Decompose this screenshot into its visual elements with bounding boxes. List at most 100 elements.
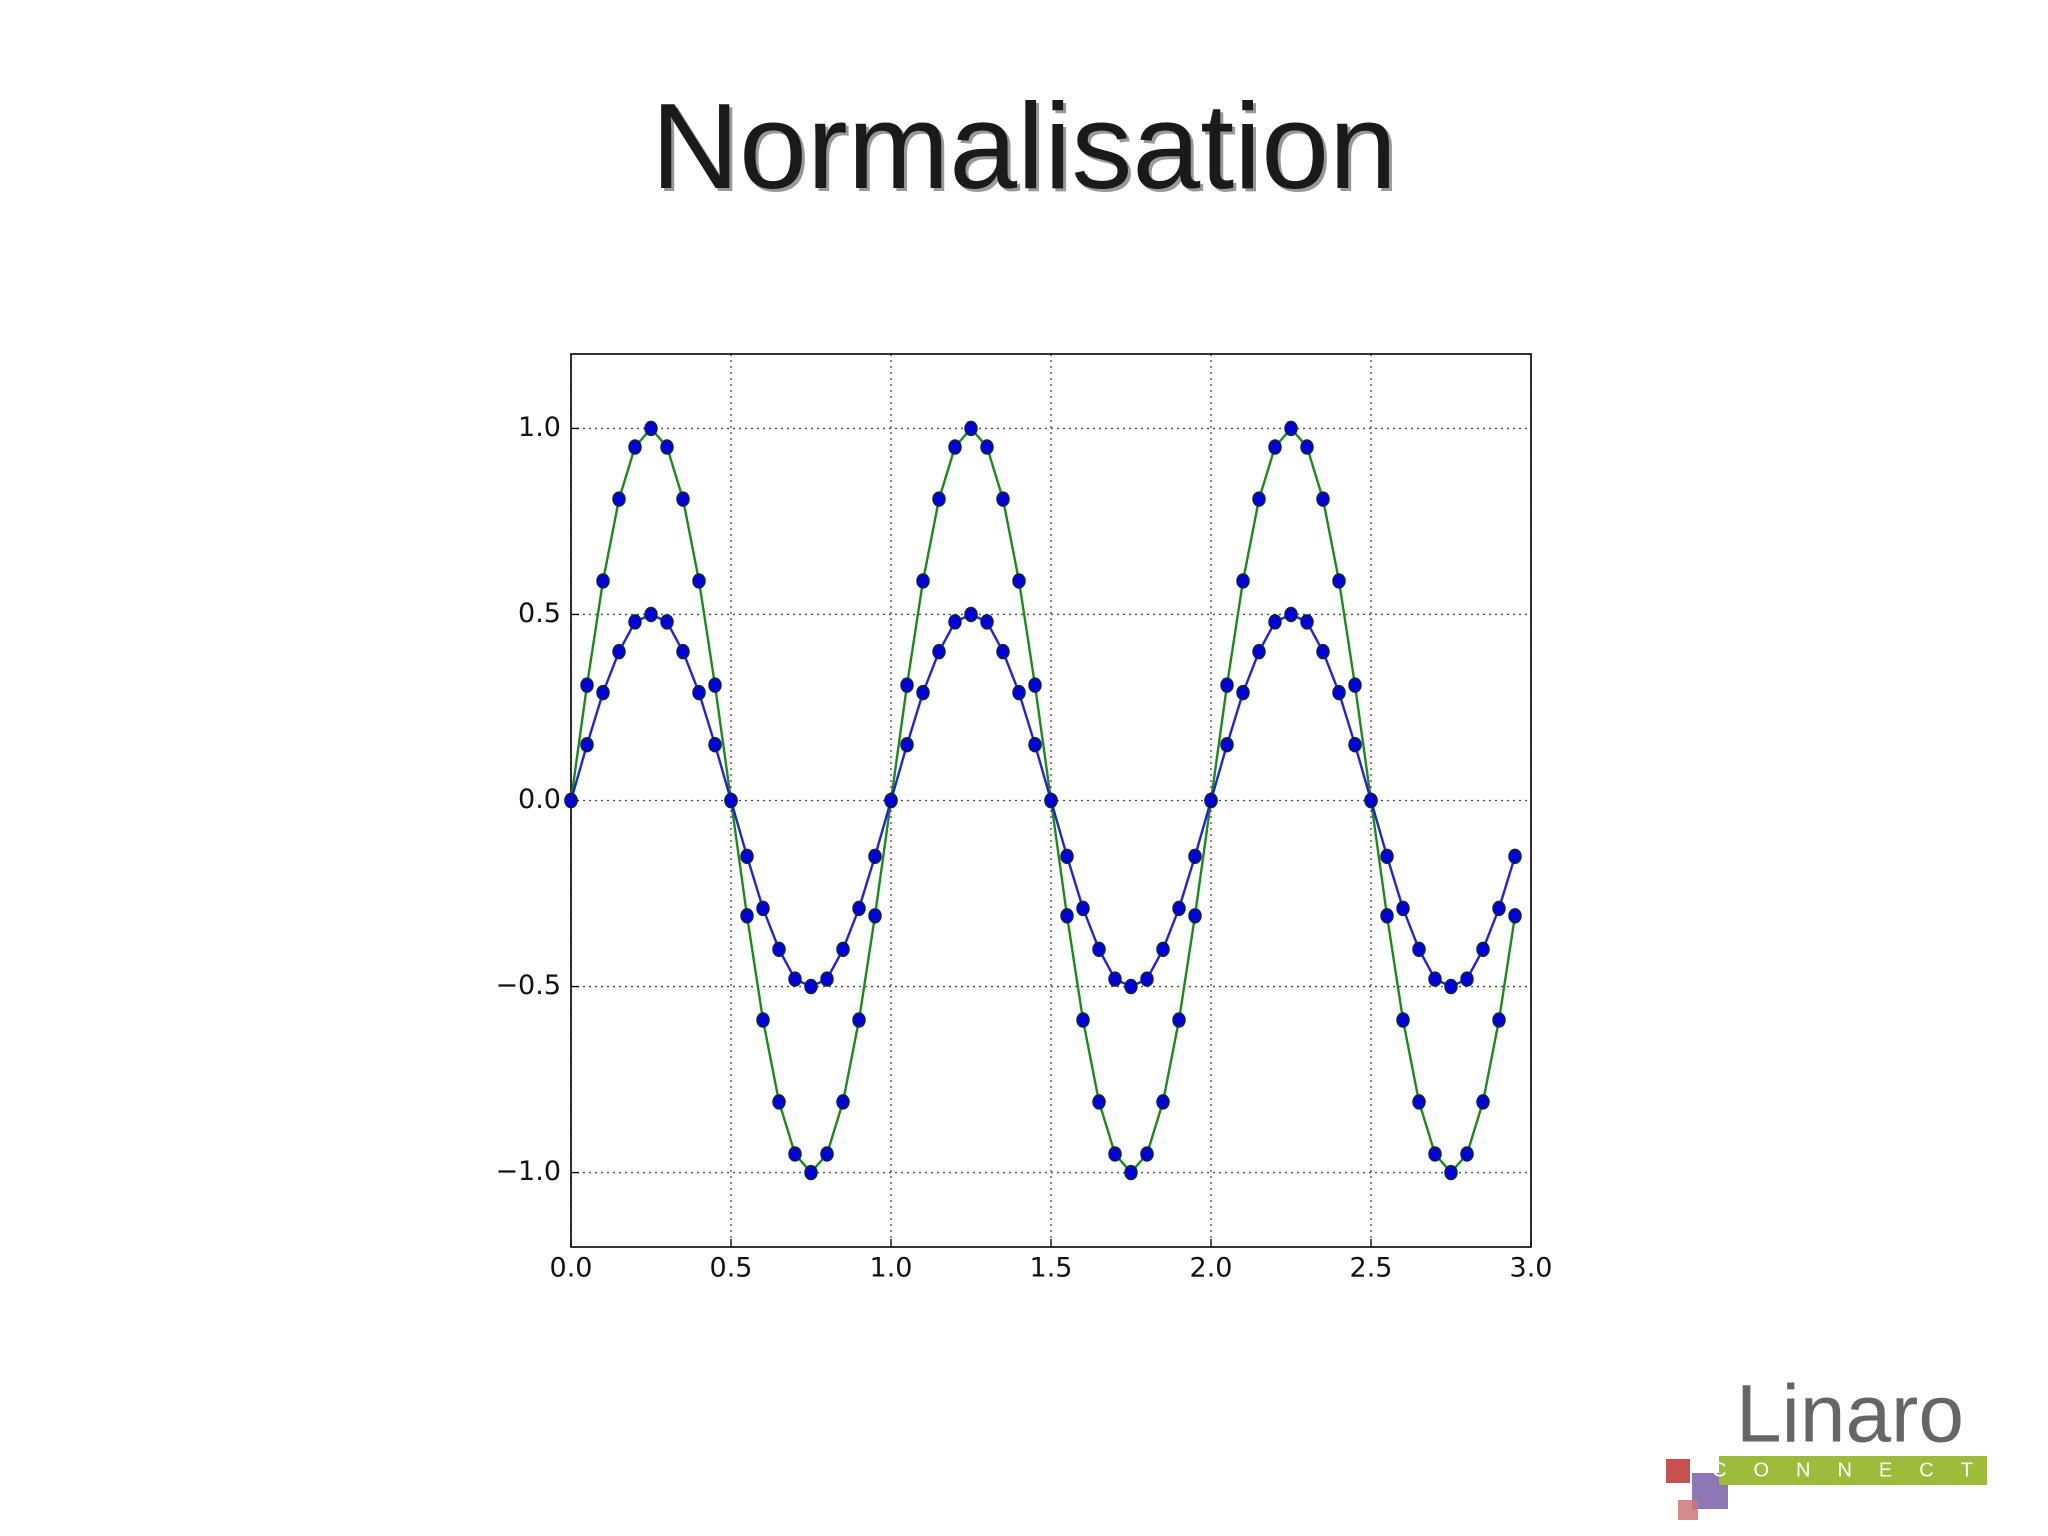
data-point — [1508, 848, 1522, 865]
chart-title: Normalisation — [651, 78, 1397, 214]
data-point — [1060, 908, 1074, 924]
y-tick-label: 0.5 — [518, 598, 561, 629]
data-point — [772, 1094, 786, 1110]
data-point — [1348, 677, 1362, 693]
data-point — [708, 736, 722, 753]
data-point — [964, 606, 978, 623]
data-point — [660, 614, 674, 630]
data-point — [1476, 941, 1490, 958]
data-point — [708, 677, 722, 693]
data-point — [612, 643, 626, 660]
data-point — [1492, 900, 1506, 917]
data-point — [1316, 643, 1330, 660]
data-point — [932, 491, 946, 507]
data-point — [1124, 1164, 1138, 1181]
data-point — [628, 439, 642, 455]
data-point — [1444, 978, 1458, 995]
plot: 0.0 0.5 1.0 1.5 2.0 2.5 3.0 −1.0 −0.5 0.0 0.5 1.0 — [495, 353, 1553, 1284]
data-point — [1252, 643, 1266, 660]
data-point — [964, 420, 978, 437]
data-point — [1396, 900, 1410, 917]
data-point — [1300, 614, 1314, 630]
data-point — [1220, 736, 1234, 753]
x-tick-label: 2.0 — [1190, 1253, 1233, 1284]
data-point — [980, 439, 994, 455]
data-point — [1284, 606, 1298, 623]
data-point — [868, 908, 882, 924]
data-point — [916, 684, 930, 701]
data-point — [724, 792, 738, 809]
data-point — [1108, 1146, 1122, 1162]
data-point — [1460, 971, 1474, 987]
data-point — [852, 900, 866, 917]
data-point — [788, 1146, 802, 1162]
data-point — [1428, 971, 1442, 987]
data-point — [1364, 792, 1378, 809]
data-point — [1284, 420, 1298, 437]
data-point — [1204, 792, 1218, 809]
data-point — [900, 736, 914, 753]
data-point — [1028, 677, 1042, 693]
data-point — [564, 792, 578, 809]
data-point — [900, 677, 914, 693]
y-tick-label: 1.0 — [518, 412, 561, 443]
x-tick-label: 0.0 — [550, 1253, 593, 1284]
data-point — [884, 792, 898, 809]
x-tick-label: 3.0 — [1510, 1253, 1553, 1284]
data-point — [1316, 491, 1330, 507]
data-point — [756, 1012, 770, 1028]
data-point — [804, 978, 818, 995]
data-point — [1492, 1012, 1506, 1028]
data-point — [788, 971, 802, 987]
data-point — [820, 971, 834, 987]
y-tick-label: −0.5 — [495, 970, 561, 1001]
data-point — [948, 614, 962, 630]
data-point — [644, 420, 658, 437]
data-point — [804, 1164, 818, 1181]
data-point — [1460, 1146, 1474, 1162]
logo-name: Linaro — [1736, 1369, 1964, 1460]
data-point — [820, 1146, 834, 1162]
data-point — [756, 900, 770, 917]
data-point — [740, 848, 754, 865]
data-point — [740, 908, 754, 924]
x-tick-label: 0.5 — [710, 1253, 753, 1284]
data-point — [852, 1012, 866, 1028]
logo-square — [1666, 1459, 1690, 1483]
data-point — [932, 643, 946, 660]
x-tick-label: 2.5 — [1350, 1253, 1393, 1284]
data-point — [1396, 1012, 1410, 1028]
data-point — [1140, 971, 1154, 987]
data-point — [692, 684, 706, 701]
data-point — [1124, 978, 1138, 995]
data-point — [1380, 848, 1394, 865]
y-tick-label: 0.0 — [518, 784, 561, 815]
data-point — [772, 941, 786, 958]
data-point — [836, 941, 850, 958]
data-point — [644, 606, 658, 623]
series-line — [569, 426, 1517, 1175]
data-point — [1012, 573, 1026, 589]
data-point — [996, 491, 1010, 507]
data-point — [1156, 1094, 1170, 1110]
data-point — [1028, 736, 1042, 753]
data-point — [1412, 1094, 1426, 1110]
data-point — [676, 491, 690, 507]
data-point — [1076, 900, 1090, 917]
title-shadow: Normalisation — [654, 81, 1400, 217]
logo-band — [1719, 1456, 1987, 1485]
x-tick-label: 1.5 — [1030, 1253, 1073, 1284]
data-point — [596, 684, 610, 701]
data-point — [836, 1094, 850, 1110]
data-point — [1076, 1012, 1090, 1028]
data-point — [676, 643, 690, 660]
data-point — [1092, 941, 1106, 958]
data-point — [1156, 941, 1170, 958]
data-point — [580, 677, 594, 693]
data-point — [1348, 736, 1362, 753]
data-point — [996, 643, 1010, 660]
series-line — [569, 613, 1517, 988]
x-tick-label: 1.0 — [870, 1253, 913, 1284]
data-point — [1332, 684, 1346, 701]
